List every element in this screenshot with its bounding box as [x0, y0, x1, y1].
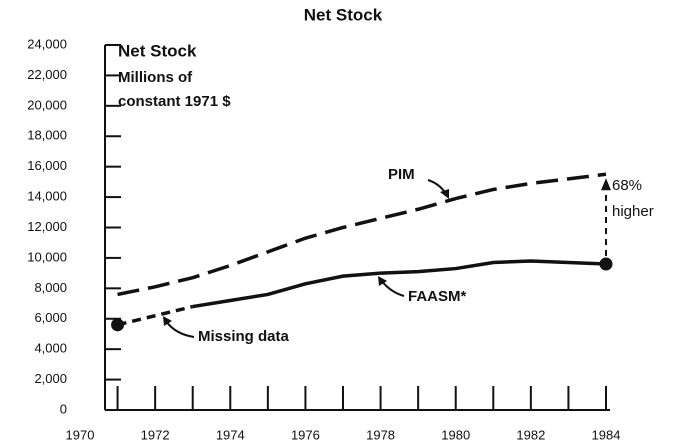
y-tick-label: 14,000: [27, 189, 67, 204]
series-label: PIM: [388, 166, 415, 183]
end-marker: [111, 318, 125, 332]
gap-label: higher: [612, 203, 654, 220]
x-tick-label: 1982: [516, 427, 545, 442]
x-tick-label: 1984: [592, 427, 621, 442]
y-tick-label: 16,000: [27, 158, 67, 173]
series-line: [192, 259, 607, 309]
x-tick-label: 1978: [366, 427, 395, 442]
y-tick-label: 18,000: [27, 128, 67, 143]
y-tick-label: 0: [60, 401, 67, 416]
gap-label: 68%: [612, 177, 642, 194]
arrowhead: [378, 276, 387, 286]
inner-title: Net Stock: [118, 41, 197, 60]
x-tick-label: 1972: [141, 427, 170, 442]
pointers: [165, 179, 447, 338]
y-tick-label: 22,000: [27, 67, 67, 82]
pointer: [165, 320, 195, 338]
y-tick-label: 4,000: [34, 341, 67, 356]
y-tick-label: 12,000: [27, 219, 67, 234]
unit-label: Millions of: [118, 69, 193, 86]
series-label: Missing data: [198, 328, 290, 345]
gap-arrowhead: [601, 178, 611, 191]
x-tick-label: 1976: [291, 427, 320, 442]
y-tick-label: 10,000: [27, 249, 67, 264]
y-tick-label: 24,000: [27, 36, 67, 51]
y-tick-label: 2,000: [34, 371, 67, 386]
end-marker: [599, 257, 613, 271]
x-tick-label: 1980: [441, 427, 470, 442]
y-tick-label: 6,000: [34, 310, 67, 325]
series-line: [117, 172, 607, 297]
arrowhead: [440, 189, 449, 199]
x-tick-label: 1970: [66, 427, 95, 442]
series-label: FAASM*: [408, 288, 467, 305]
unit-label: constant 1971 $: [118, 93, 231, 110]
x-tick-label: 1974: [216, 427, 245, 442]
series-line: [117, 304, 194, 327]
arrowhead: [163, 316, 172, 326]
y-tick-label: 20,000: [27, 97, 67, 112]
chart-title: Net Stock: [304, 5, 383, 24]
y-tick-label: 8,000: [34, 280, 67, 295]
pointer-heads: [163, 189, 449, 326]
